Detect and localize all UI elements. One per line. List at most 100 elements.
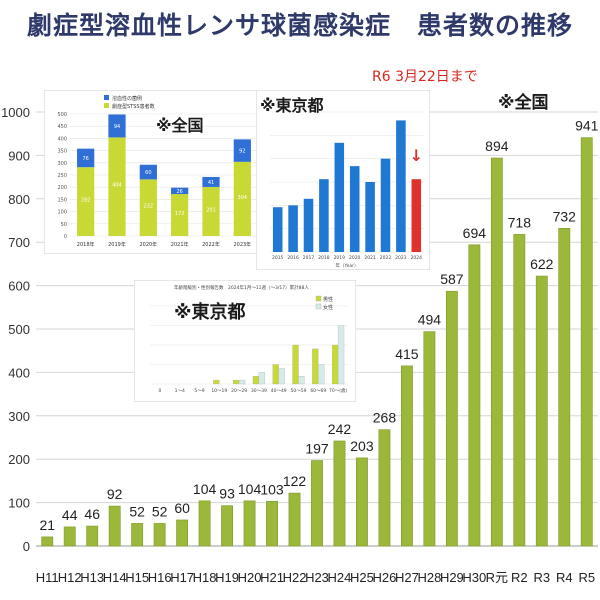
legend-swatch [104, 103, 109, 108]
bar [108, 505, 121, 547]
x-tick-label: H16 [148, 570, 172, 585]
x-tick-label: H20 [238, 570, 262, 585]
inset-tokyo-yearly-chart: 2015 2016 2017 2018 2019 2020 2021 2022 2023 2024… [255, 89, 431, 271]
bar [349, 166, 360, 252]
bar [272, 364, 279, 385]
legend-label: 女性 [323, 304, 333, 311]
data-label: 304 [238, 195, 248, 201]
y-tick-label: 250 [57, 173, 67, 179]
bar [332, 344, 339, 385]
data-label: 104 [193, 481, 217, 497]
bar [41, 536, 54, 547]
y-tick-label: 0 [64, 234, 67, 240]
data-label: 52 [152, 503, 168, 519]
data-label: 104 [238, 481, 262, 497]
bar [396, 120, 406, 253]
bar [312, 348, 319, 385]
bar-other [77, 148, 95, 168]
bar-other [171, 187, 189, 195]
inset-tokyo-yearly-svg: 2015 2016 2017 2018 2019 2020 2021 2022 2023 2024… [255, 89, 431, 271]
bar [198, 500, 211, 547]
bar [288, 205, 298, 252]
x-tick-label: 2018 [318, 255, 330, 261]
bar-other [233, 139, 251, 162]
bar [445, 290, 458, 547]
legend-swatch [315, 295, 322, 302]
bar [252, 376, 260, 385]
data-label: 201 [206, 207, 216, 213]
data-label: 93 [219, 486, 235, 502]
x-tick-label: 1〜4 [175, 388, 185, 394]
y-tick-label: 50 [61, 222, 67, 228]
x-tick-label: H12 [58, 570, 82, 585]
x-tick-label: H19 [215, 570, 239, 585]
x-tick-label: 2020 [349, 255, 361, 261]
y-tick-label: 350 [57, 149, 67, 155]
x-tick-label: H26 [373, 570, 397, 585]
x-tick-label: H21 [260, 570, 284, 585]
data-label: 94 [114, 124, 120, 130]
x-tick-label: 2023 [395, 255, 407, 261]
data-label: 26 [176, 189, 182, 195]
bar [365, 182, 375, 252]
inset-tokyo-yearly-note: ※東京都 [260, 96, 324, 115]
bar [411, 179, 422, 252]
y-tick-label: 300 [8, 409, 30, 424]
data-label: 41 [208, 180, 214, 186]
bar-other [139, 164, 157, 180]
legend-swatch [104, 95, 109, 100]
x-tick-label: H29 [440, 570, 464, 585]
bar [63, 526, 76, 547]
bar [233, 379, 240, 385]
bar-stss [233, 161, 251, 236]
bar [278, 368, 285, 385]
bar [86, 525, 99, 547]
bar-stss [171, 194, 189, 236]
x-tick-label: 2021年 [171, 241, 189, 248]
bar [176, 519, 189, 547]
x-tick-label: H18 [193, 570, 217, 585]
y-tick-label: 500 [8, 322, 30, 337]
bar [513, 234, 526, 547]
x-tick-label: H22 [283, 570, 307, 585]
x-tick-label: 2021 [364, 255, 376, 261]
x-tick-label: 2016 [287, 255, 299, 261]
x-tick-label: H13 [80, 570, 104, 585]
data-label: 122 [283, 473, 307, 489]
x-tick-label: 2019 [334, 255, 346, 261]
bar [266, 500, 278, 547]
x-axis-label: 年（Year） [335, 262, 358, 269]
data-label: 941 [575, 118, 599, 134]
date-note: R6 3月22日まで [372, 69, 478, 85]
x-tick-label: H17 [170, 570, 194, 585]
x-tick-label: 70〜(歳) [329, 387, 347, 394]
data-label: 494 [418, 312, 442, 328]
y-tick-label: 100 [57, 210, 67, 216]
x-tick-label: 2022年 [202, 241, 220, 248]
data-label: 52 [129, 503, 145, 519]
x-tick-label: 20〜29 [231, 388, 247, 394]
y-tick-label: 300 [57, 161, 67, 167]
y-tick-label: 400 [8, 365, 30, 380]
x-tick-label: H30 [462, 570, 486, 585]
x-tick-label: 30〜39 [251, 388, 267, 394]
bar [288, 492, 301, 547]
bar [334, 142, 345, 252]
data-label: 268 [373, 410, 397, 426]
data-label: 172 [175, 211, 185, 217]
bar [213, 379, 220, 385]
x-tick-label: R3 [533, 570, 550, 585]
y-tick-label: 500 [57, 112, 67, 118]
bar-stss [77, 167, 95, 236]
bar [243, 500, 256, 547]
inset-national-chart: 溶血性の菌例 劇症型STSS患者数 0 50 100 150 200 250 300 350 400… [43, 89, 265, 255]
x-tick-label: R元 [486, 570, 508, 585]
x-tick-label: H14 [103, 570, 127, 585]
bar [272, 207, 283, 252]
x-tick-label: H23 [305, 570, 329, 585]
y-tick-label: 0 [23, 539, 30, 554]
bar [303, 198, 314, 252]
data-label: 44 [62, 507, 78, 523]
y-tick-label: 800 [8, 192, 30, 207]
